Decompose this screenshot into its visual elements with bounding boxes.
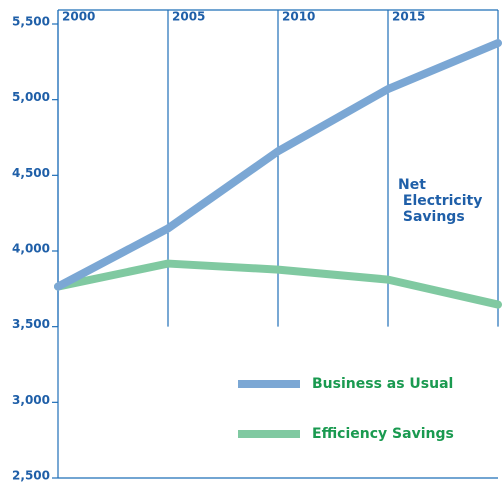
series-line <box>54 259 502 309</box>
series-line <box>54 39 502 291</box>
legend-label: Business as Usual <box>312 376 453 392</box>
y-tick-label: 4,500 <box>12 166 50 180</box>
y-tick-label: 5,500 <box>12 15 50 29</box>
y-tick-label: 5,000 <box>12 90 50 104</box>
y-tick-label: 4,000 <box>12 242 50 256</box>
x-tick-label: 2010 <box>282 10 315 24</box>
annotation: Net Electricity Savings <box>398 177 482 225</box>
legend-label: Efficiency Savings <box>312 426 454 442</box>
x-tick-label: 2005 <box>172 10 205 24</box>
x-tick-label: 2000 <box>62 10 95 24</box>
y-tick-label: 2,500 <box>12 469 50 482</box>
y-tick-label: 3,500 <box>12 317 50 331</box>
x-tick-label: 2015 <box>392 10 425 24</box>
y-tick-label: 3,000 <box>12 393 50 407</box>
